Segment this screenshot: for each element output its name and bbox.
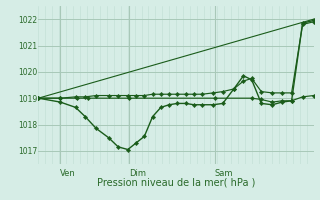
Text: Ven: Ven	[60, 169, 76, 178]
Text: Dim: Dim	[129, 169, 146, 178]
X-axis label: Pression niveau de la mer( hPa ): Pression niveau de la mer( hPa )	[97, 178, 255, 188]
Text: Sam: Sam	[214, 169, 233, 178]
